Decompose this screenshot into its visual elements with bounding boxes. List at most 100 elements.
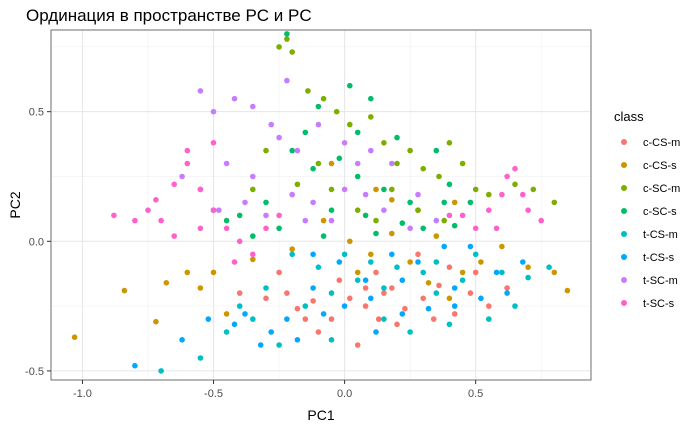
data-point — [362, 191, 369, 198]
data-point — [250, 256, 256, 263]
data-point — [310, 199, 316, 206]
data-point — [263, 212, 269, 219]
data-point — [362, 212, 369, 219]
data-point — [354, 207, 361, 213]
data-point — [328, 207, 335, 213]
data-point — [389, 186, 395, 193]
points-layer — [71, 31, 571, 374]
data-point — [420, 225, 427, 232]
data-point — [236, 303, 243, 309]
data-point — [399, 220, 406, 226]
data-point — [310, 285, 316, 291]
data-point — [276, 134, 282, 141]
data-point — [328, 290, 335, 296]
data-point — [472, 251, 479, 258]
data-point — [446, 321, 453, 328]
legend-items: c-CS-m c-CS-s c-SC-m c-SC-s t-CS-m t-CS-s t-SC… — [621, 137, 680, 310]
data-point — [433, 259, 440, 265]
data-point — [354, 277, 361, 284]
legend-label: t-CS-s — [643, 252, 675, 264]
data-point — [407, 259, 413, 265]
data-point — [381, 290, 387, 296]
data-point — [420, 295, 427, 302]
data-point — [250, 251, 256, 258]
data-point — [499, 191, 505, 198]
y-tick-label: -0.5 — [25, 366, 44, 378]
data-point — [451, 285, 458, 291]
legend-label: t-SC-m — [643, 275, 678, 287]
data-point — [493, 269, 500, 276]
data-point — [294, 181, 301, 188]
data-point — [347, 121, 353, 128]
data-point — [223, 160, 230, 167]
data-point — [179, 337, 185, 343]
data-point — [333, 108, 340, 115]
data-point — [294, 305, 301, 312]
data-point — [389, 285, 395, 291]
data-point — [276, 212, 282, 219]
y-axis-label: PC2 — [7, 191, 23, 218]
legend-key — [621, 208, 627, 214]
data-point — [231, 95, 238, 102]
data-point — [132, 217, 138, 224]
data-point — [250, 103, 256, 110]
data-point — [368, 95, 374, 102]
data-point — [381, 186, 387, 193]
data-point — [486, 207, 492, 213]
data-point — [320, 233, 327, 239]
data-point — [530, 186, 537, 193]
data-point — [394, 321, 400, 328]
data-point — [71, 334, 78, 341]
data-point — [305, 88, 311, 94]
legend-key — [621, 277, 627, 283]
data-point — [368, 147, 374, 154]
data-point — [153, 197, 159, 203]
data-point — [210, 269, 217, 276]
data-point — [250, 233, 256, 239]
data-point — [407, 147, 413, 154]
data-point — [420, 165, 427, 172]
data-point — [446, 212, 453, 219]
data-point — [284, 316, 290, 322]
data-point — [341, 251, 348, 258]
data-point — [320, 95, 327, 102]
data-point — [171, 181, 177, 188]
series-t-CS-s — [132, 243, 526, 369]
data-point — [223, 329, 230, 335]
data-point — [347, 238, 353, 245]
x-tick-label: 0.0 — [337, 388, 352, 400]
data-point — [223, 225, 230, 232]
data-point — [163, 280, 170, 286]
data-point — [284, 77, 290, 84]
data-point — [368, 114, 374, 120]
legend-label: t-CS-m — [643, 229, 678, 241]
data-point — [446, 181, 453, 188]
data-point — [467, 199, 474, 206]
legend-key — [621, 185, 627, 191]
data-point — [276, 225, 282, 232]
data-point — [399, 277, 406, 284]
data-point — [451, 303, 458, 309]
data-point — [250, 186, 256, 193]
data-point — [289, 191, 296, 198]
legend-item: c-CS-s — [621, 160, 677, 172]
data-point — [381, 207, 387, 213]
data-point — [525, 207, 531, 213]
data-point — [459, 277, 466, 284]
data-point — [499, 243, 505, 250]
data-point — [407, 225, 413, 232]
data-point — [276, 342, 282, 348]
legend-item: t-CS-s — [621, 252, 675, 264]
legend-item: t-SC-m — [621, 275, 678, 287]
data-point — [197, 285, 204, 291]
data-point — [315, 121, 322, 128]
series-c-CS-m — [236, 251, 510, 348]
data-point — [223, 311, 230, 317]
legend-key — [621, 300, 627, 306]
data-point — [336, 155, 343, 162]
data-point — [389, 197, 395, 203]
data-point — [328, 160, 335, 167]
series-t-CS-m — [158, 251, 552, 374]
